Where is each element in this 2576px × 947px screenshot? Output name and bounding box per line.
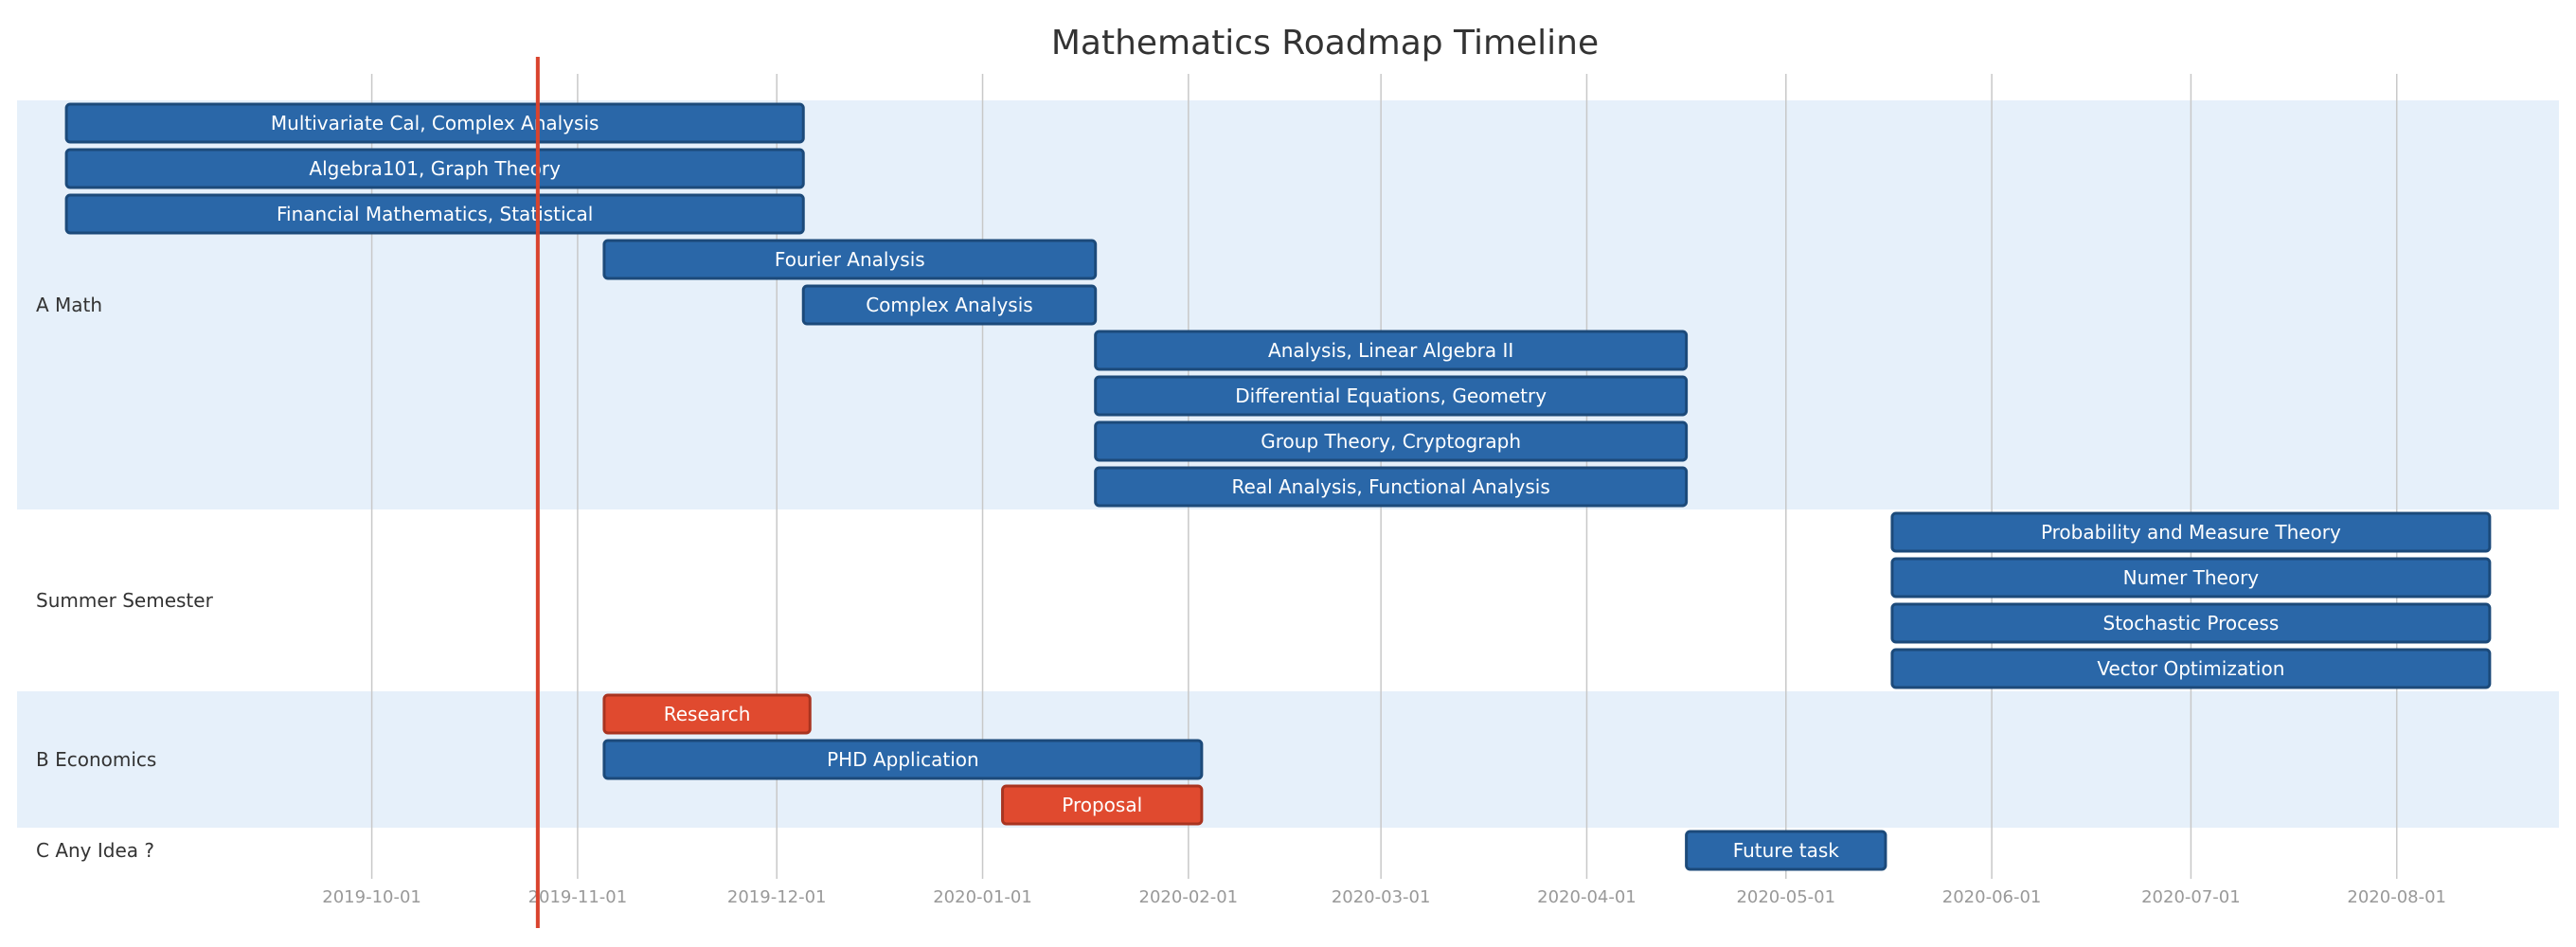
- tick-label: 2019-11-01: [528, 887, 628, 907]
- task-bar: [1094, 466, 1689, 508]
- task-bar: [1001, 784, 1204, 826]
- tick-label: 2020-07-01: [2141, 887, 2241, 907]
- task-label: Numer Theory: [2123, 566, 2260, 589]
- task-bar: [602, 693, 812, 735]
- task-bar: [1890, 648, 2492, 689]
- task-label: Stochastic Process: [2103, 612, 2280, 634]
- x-axis-ticks: 2019-10-01 2019-11-01 2019-12-01 2020-01-01…: [322, 887, 2446, 907]
- task-bar: [1094, 330, 1689, 371]
- task-bar: [64, 102, 805, 144]
- section-label: Summer Semester: [36, 589, 214, 612]
- task-bar: [64, 148, 805, 189]
- task-label: Real Analysis, Functional Analysis: [1232, 475, 1550, 498]
- section-label: B Economics: [36, 748, 156, 771]
- chart-title: Mathematics Roadmap Timeline: [1051, 24, 1599, 63]
- task-bar: [64, 193, 805, 235]
- task-label: Proposal: [1062, 794, 1142, 816]
- task-bar: [602, 739, 1204, 780]
- section-label: C Any Idea ?: [36, 839, 154, 862]
- task-bar: [602, 239, 1098, 280]
- task-label: PHD Application: [827, 748, 979, 771]
- tick-label: 2020-01-01: [933, 887, 1032, 907]
- task-label: Complex Analysis: [866, 294, 1032, 316]
- task-bar: [1890, 602, 2492, 644]
- tick-label: 2020-05-01: [1736, 887, 1835, 907]
- task-label: Group Theory, Cryptograph: [1261, 430, 1521, 453]
- task-bar: [1890, 511, 2492, 553]
- task-label: Research: [664, 703, 751, 725]
- task-bar: [1685, 830, 1887, 871]
- task-label: Algebra101, Graph Theory: [309, 157, 561, 180]
- tick-label: 2020-02-01: [1139, 887, 1239, 907]
- task-label: Vector Optimization: [2097, 657, 2284, 680]
- task-bar: [1890, 557, 2492, 599]
- task-bar: [801, 284, 1098, 326]
- task-label: Probability and Measure Theory: [2041, 521, 2341, 544]
- task-bar: [1094, 375, 1689, 417]
- tick-label: 2020-04-01: [1537, 887, 1637, 907]
- task-label: Analysis, Linear Algebra II: [1268, 339, 1513, 362]
- task-bars: Multivariate Cal, Complex Analysis Algebr…: [64, 102, 2492, 871]
- section-label: A Math: [36, 294, 102, 316]
- task-label: Financial Mathematics, Statistical: [277, 203, 593, 225]
- task-label: Multivariate Cal, Complex Analysis: [271, 112, 599, 134]
- task-label: Fourier Analysis: [775, 248, 925, 271]
- tick-label: 2019-12-01: [727, 887, 827, 907]
- section-labels: A Math Summer Semester B Economics C Any Id…: [36, 294, 214, 862]
- task-bar: [1094, 420, 1689, 462]
- tick-label: 2020-06-01: [1942, 887, 2042, 907]
- task-label: Differential Equations, Geometry: [1235, 384, 1547, 407]
- tick-label: 2019-10-01: [322, 887, 421, 907]
- section-band: [17, 691, 2559, 828]
- task-label: Future task: [1733, 839, 1840, 862]
- tick-label: 2020-03-01: [1332, 887, 1431, 907]
- tick-label: 2020-08-01: [2347, 887, 2446, 907]
